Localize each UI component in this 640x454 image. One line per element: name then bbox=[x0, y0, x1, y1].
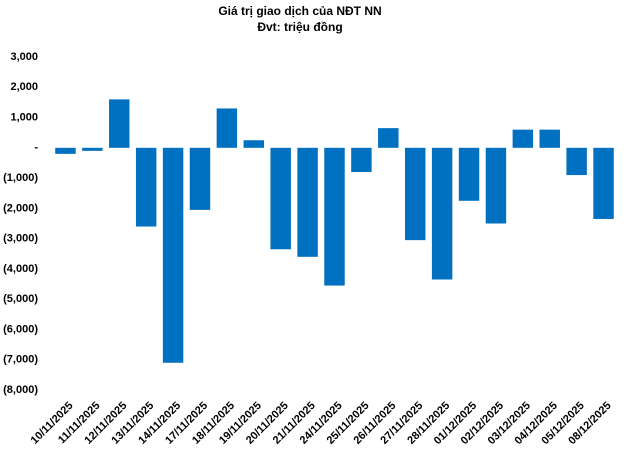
bar bbox=[512, 129, 534, 148]
bar bbox=[539, 129, 560, 148]
bar bbox=[378, 128, 399, 148]
bar bbox=[404, 147, 426, 241]
y-tick-label: 2,000 bbox=[10, 81, 38, 93]
y-tick-label: (3,000) bbox=[3, 233, 38, 245]
y-tick-label: (8,000) bbox=[3, 384, 38, 396]
y-tick-label: (6,000) bbox=[3, 323, 38, 335]
y-tick-label: (5,000) bbox=[3, 293, 38, 305]
y-tick-label: (4,000) bbox=[3, 263, 38, 275]
y-tick-label: (2,000) bbox=[3, 202, 38, 214]
chart-subtitle: Đvt: triệu đồng bbox=[257, 20, 342, 34]
bar bbox=[566, 147, 587, 176]
bar bbox=[135, 147, 157, 227]
bar bbox=[270, 147, 291, 250]
bar bbox=[324, 147, 345, 286]
bar bbox=[593, 147, 614, 219]
y-tick-label: - bbox=[34, 142, 38, 154]
bar bbox=[485, 147, 507, 224]
bar bbox=[216, 108, 238, 148]
chart-title: Giá trị giao dịch của NĐT NN bbox=[218, 4, 381, 18]
y-tick-label: (1,000) bbox=[3, 172, 38, 184]
bar bbox=[162, 147, 184, 363]
bar bbox=[82, 147, 103, 151]
bar bbox=[458, 147, 480, 201]
y-tick-label: (7,000) bbox=[3, 354, 38, 366]
bar bbox=[297, 147, 318, 257]
bar bbox=[189, 147, 211, 210]
bar bbox=[243, 140, 265, 148]
y-tick-label: 1,000 bbox=[10, 111, 38, 123]
bar bbox=[55, 147, 76, 154]
bar bbox=[431, 147, 453, 280]
y-tick-label: 3,000 bbox=[10, 51, 38, 63]
bar bbox=[351, 147, 372, 173]
bar bbox=[109, 99, 130, 148]
